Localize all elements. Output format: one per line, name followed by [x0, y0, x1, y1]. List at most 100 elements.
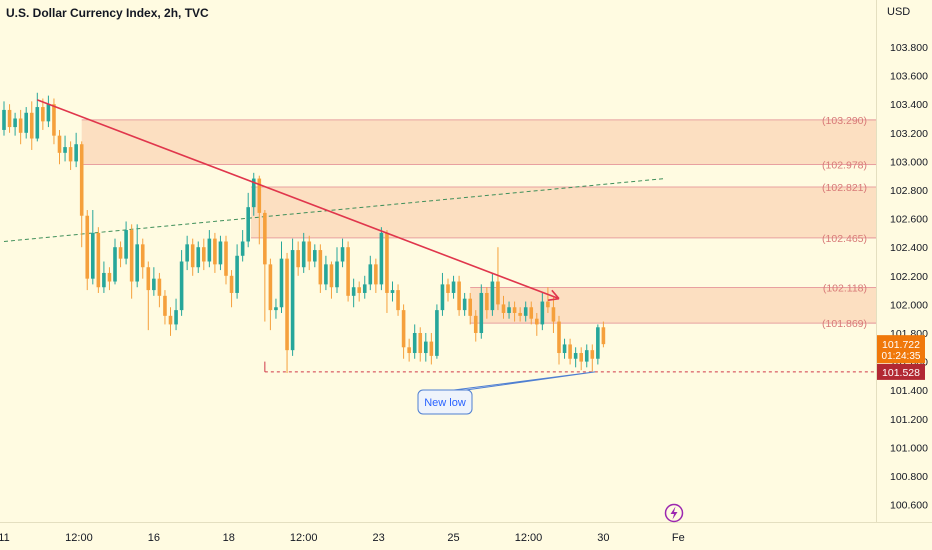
candle-body	[68, 147, 73, 162]
indicator-ring	[664, 503, 684, 523]
candle	[224, 235, 228, 285]
candle	[196, 241, 201, 273]
candle-body	[29, 112, 34, 139]
candle	[424, 333, 428, 362]
dashed-trendline	[3, 178, 665, 242]
low-price-tag	[877, 363, 925, 380]
bearish-trendline[interactable]	[37, 99, 560, 300]
candle	[290, 238, 295, 356]
candle-body	[462, 298, 467, 311]
candle-body	[507, 307, 511, 313]
candle-body	[579, 353, 583, 362]
candle-body	[157, 278, 162, 296]
candle	[229, 270, 234, 308]
candle-body	[562, 344, 567, 354]
new-low-callout[interactable]	[417, 389, 473, 415]
bar-countdown: 01:24:35	[882, 351, 921, 362]
candle	[168, 307, 173, 336]
price-tick-label: 103.000	[890, 156, 928, 168]
candle-body	[368, 264, 373, 285]
candle	[346, 241, 350, 302]
candle-body	[124, 230, 128, 259]
candle-body	[113, 247, 117, 282]
lightning-icon	[670, 506, 678, 520]
candle	[368, 255, 373, 291]
candle-body	[41, 107, 45, 122]
candle-body	[451, 281, 456, 293]
price-tick-label: 102.400	[890, 242, 928, 254]
price-tick-label: 103.600	[890, 71, 928, 83]
candle	[512, 301, 517, 322]
time-axis[interactable]: 11 12:00 16 18 12:00 23 25 12:00 30 Fe	[0, 532, 685, 544]
trendlines[interactable]	[37, 99, 560, 301]
price-tick-label: 103.800	[890, 42, 928, 54]
candle-body	[496, 281, 500, 305]
price-axis[interactable]: 103.800 103.600 103.400 103.200 103.000 102.8…	[890, 42, 928, 512]
candle-body	[318, 250, 323, 285]
candle	[113, 238, 117, 285]
candle-body	[24, 112, 28, 133]
flash-indicator-icon[interactable]	[664, 503, 684, 523]
candle-body	[7, 109, 12, 128]
candle	[362, 275, 367, 299]
candle	[318, 244, 323, 293]
time-tick-label: Fe	[672, 532, 685, 544]
candle	[446, 278, 450, 302]
candle	[235, 244, 239, 299]
candle	[335, 247, 339, 293]
candle-body	[573, 353, 578, 359]
low-price-value: 101.528	[882, 367, 920, 379]
candle	[396, 284, 400, 316]
candle	[440, 272, 445, 316]
candle-body	[512, 307, 517, 313]
candle-body	[557, 321, 561, 354]
candle	[485, 287, 489, 319]
candle	[118, 241, 123, 268]
candle-body	[346, 247, 350, 296]
supply-zone-2	[250, 186, 877, 238]
candle-body	[351, 287, 356, 296]
candle-body	[285, 258, 289, 351]
candle	[501, 295, 506, 319]
candle	[190, 238, 195, 276]
candle-body	[424, 341, 428, 354]
supply-zone-1	[81, 119, 876, 165]
time-tick-label: 16	[148, 532, 160, 544]
candle-body	[18, 118, 23, 133]
candle-body	[185, 244, 189, 262]
candle-body	[329, 264, 334, 288]
price-tick-label: 102.200	[890, 271, 928, 283]
candle-body	[57, 135, 62, 153]
candle	[68, 141, 73, 170]
candle	[540, 292, 545, 331]
candle	[573, 347, 578, 368]
candle	[429, 333, 434, 365]
candle-body	[535, 318, 539, 325]
callout-text: New low	[424, 397, 466, 409]
candle	[18, 109, 23, 145]
candle	[46, 95, 51, 128]
candle-body	[13, 118, 17, 128]
candle	[307, 235, 312, 271]
candle-body	[590, 350, 595, 359]
candle	[590, 344, 595, 372]
time-tick-label: 18	[223, 532, 235, 544]
candle-body	[307, 241, 312, 262]
candle	[479, 284, 484, 339]
candle-body	[213, 238, 217, 265]
candle	[535, 312, 539, 336]
candle	[7, 104, 12, 133]
level-label: (101.869)	[822, 318, 867, 330]
candle-body	[168, 315, 173, 325]
candle	[546, 287, 550, 313]
candle	[279, 241, 284, 313]
level-label: (102.978)	[822, 160, 867, 172]
candle-body	[385, 232, 389, 293]
candle	[579, 347, 583, 371]
candle-body	[596, 327, 600, 359]
candle-body	[235, 255, 239, 293]
candle	[518, 307, 522, 322]
annotations[interactable]: New low	[417, 371, 596, 415]
